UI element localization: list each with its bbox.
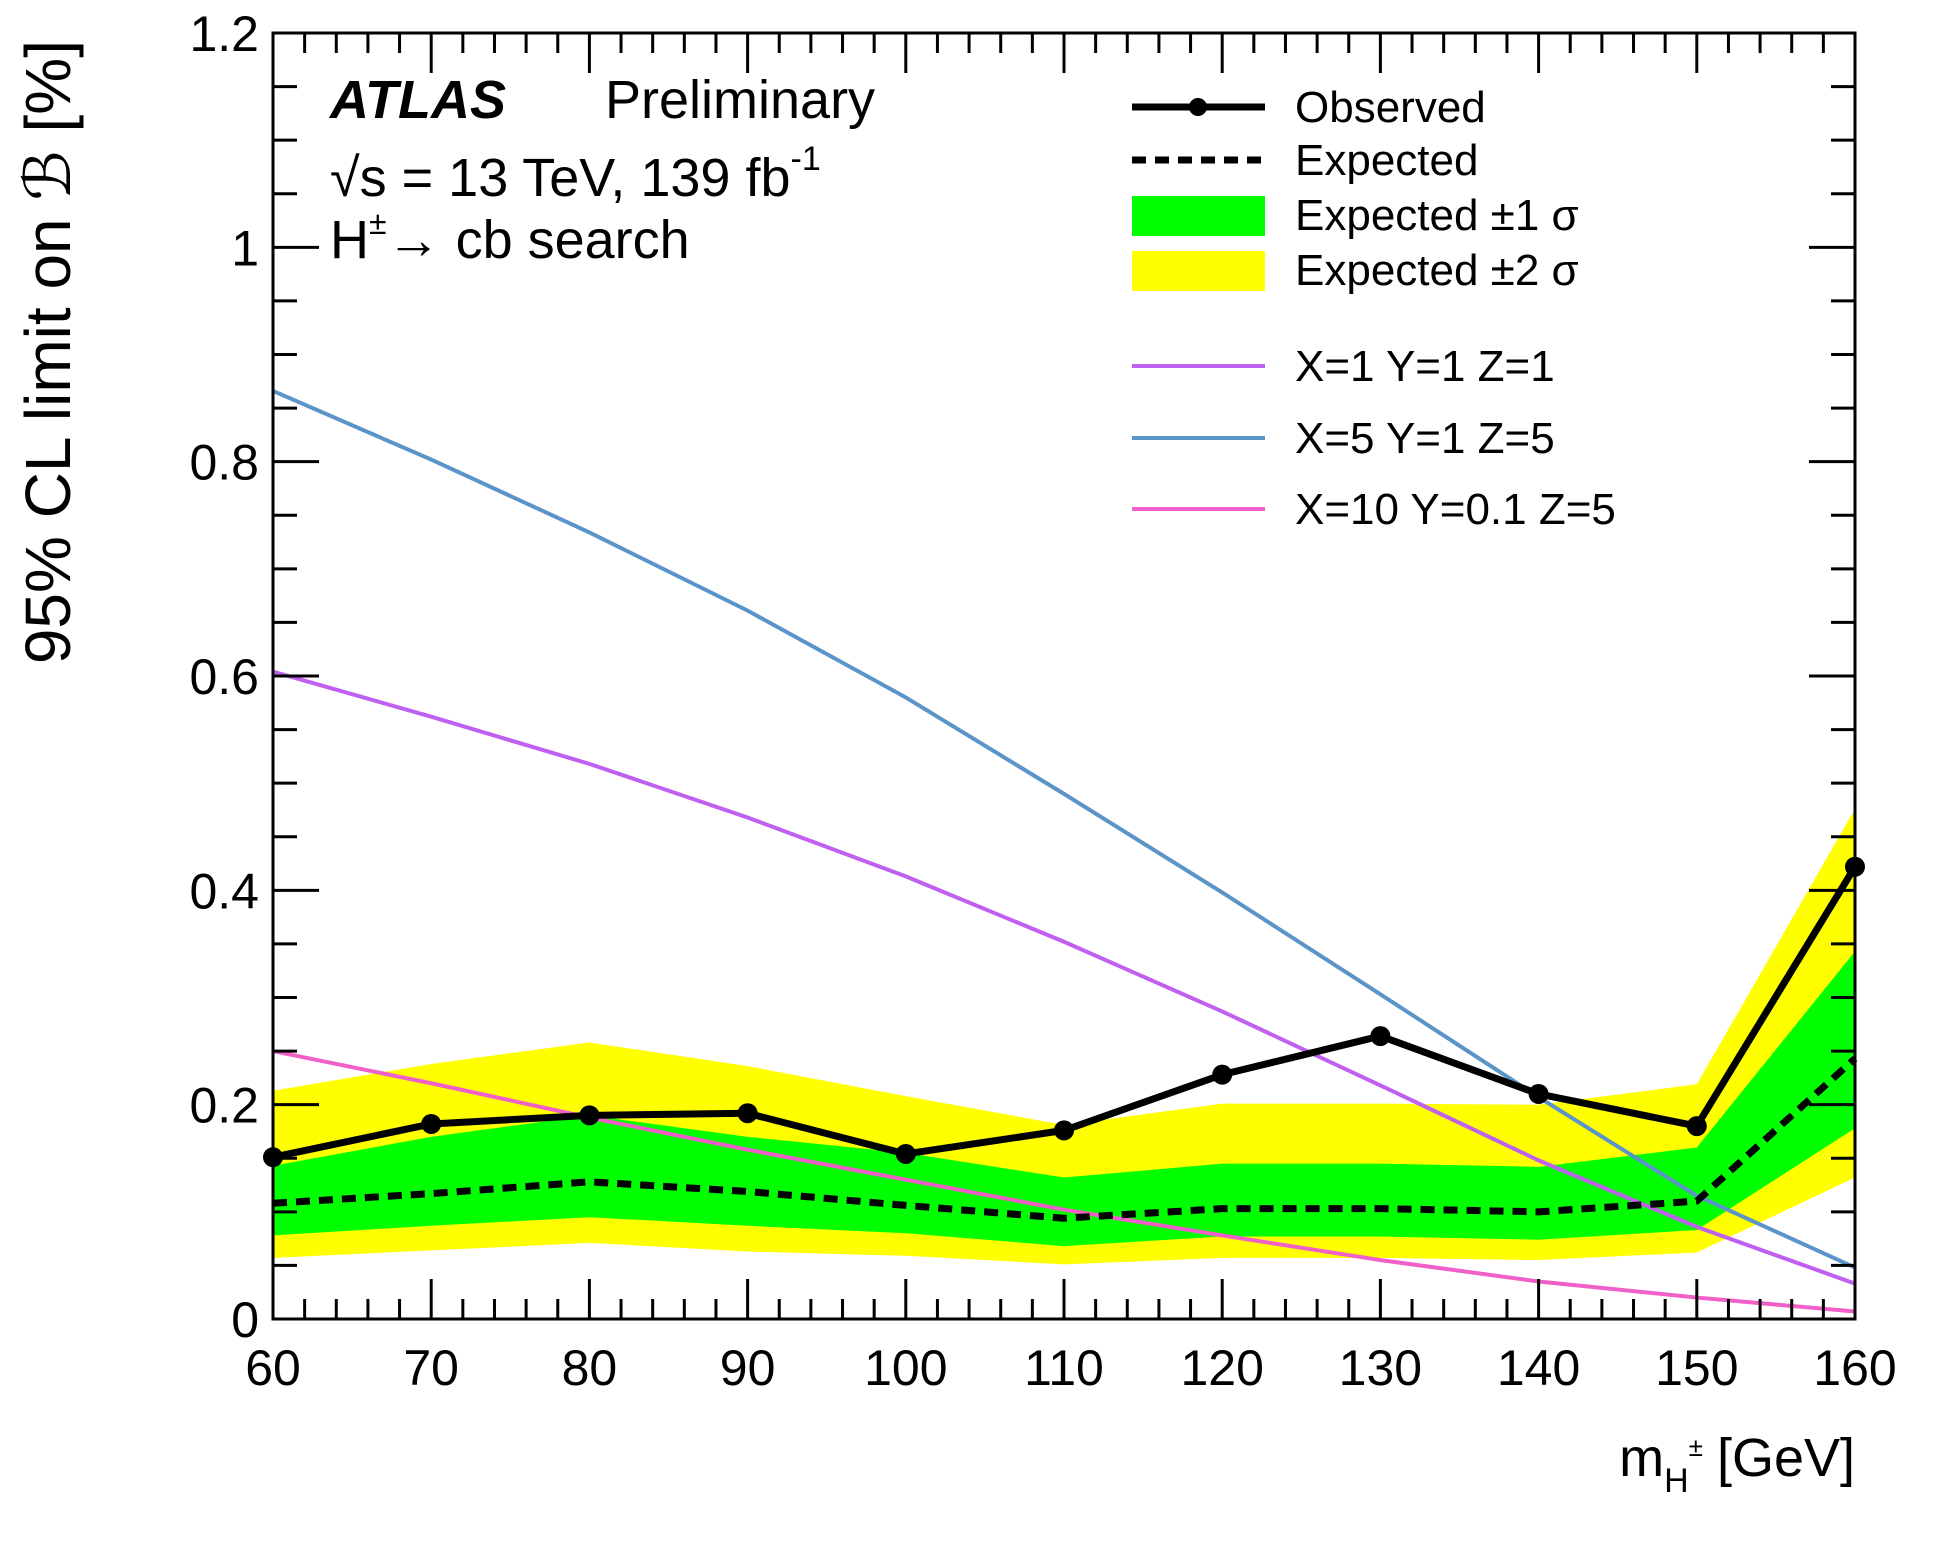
observed-point	[1686, 1116, 1707, 1137]
lumi-exponent: -1	[791, 140, 821, 178]
model-curve-3	[272, 1049, 1856, 1314]
y-tick-label: 1.2	[189, 6, 259, 62]
x-tick-label: 150	[1655, 1340, 1738, 1396]
channel-label: H±→ cb search	[330, 205, 690, 270]
model-curve-1	[272, 669, 1856, 1286]
observed-point	[1212, 1064, 1233, 1085]
y-tick-label: 0.6	[189, 649, 259, 705]
legend-2sigma-label: Expected ±2 σ	[1295, 246, 1579, 295]
legend-observed-marker	[1189, 98, 1207, 116]
x-axis-label-sup: ±	[1689, 1432, 1703, 1462]
legend-observed-label: Observed	[1295, 83, 1486, 132]
channel-charge: ±	[369, 205, 387, 241]
legend-model3-label: X=10 Y=0.1 Z=5	[1295, 485, 1616, 534]
x-tick-label: 110	[1024, 1340, 1104, 1396]
legend-1sigma-label: Expected ±1 σ	[1295, 191, 1579, 240]
observed-point	[579, 1105, 600, 1126]
x-tick-label: 130	[1339, 1340, 1422, 1396]
channel-suffix: → cb search	[387, 210, 690, 270]
y-tick-label: 1	[231, 220, 259, 276]
x-tick-labels: 60 70 80 90 100 110 120 130 140 150 160	[245, 1340, 1897, 1396]
x-tick-label: 80	[562, 1340, 618, 1396]
preliminary-label: Preliminary	[605, 70, 875, 130]
x-axis-label-main: m	[1619, 1428, 1664, 1488]
expected-limit	[272, 1055, 1858, 1222]
legend-model1-label: X=1 Y=1 Z=1	[1295, 342, 1555, 391]
x-tick-label: 100	[864, 1340, 947, 1396]
x-tick-label: 90	[720, 1340, 776, 1396]
atlas-label: ATLAS	[328, 70, 506, 130]
y-axis-label: 95% CL limit on ℬ [%]	[12, 40, 84, 664]
model-curve-2	[272, 389, 1856, 1270]
legend-expected-label: Expected	[1295, 136, 1478, 185]
y-tick-label: 0.2	[189, 1078, 259, 1134]
channel-prefix: H	[330, 210, 369, 270]
legend-model2-label: X=5 Y=1 Z=5	[1295, 414, 1555, 463]
observed-point	[737, 1103, 758, 1124]
y-tick-labels: 0 0.2 0.4 0.6 0.8 1 1.2	[189, 6, 259, 1348]
model-curves	[272, 389, 1856, 1314]
observed-point	[421, 1113, 442, 1134]
x-tick-label: 120	[1180, 1340, 1263, 1396]
observed-limit	[263, 856, 1865, 1168]
y-tick-label: 0.4	[189, 863, 259, 919]
energy-lumi-label: √s = 13 TeV, 139 fb-1	[330, 140, 821, 208]
legend: Observed Expected Expected ±1 σ Expected…	[1132, 83, 1616, 534]
legend-2sigma-swatch	[1132, 251, 1265, 291]
y-tick-label: 0	[231, 1292, 259, 1348]
x-axis-label-sub: H	[1664, 1462, 1689, 1500]
expected-line	[272, 1055, 1858, 1222]
band-1sigma	[273, 951, 1855, 1247]
observed-point	[1528, 1083, 1549, 1104]
x-tick-label: 60	[245, 1340, 301, 1396]
x-axis-label-unit: [GeV]	[1717, 1428, 1855, 1488]
y-tick-label: 0.8	[189, 435, 259, 491]
x-tick-label: 70	[403, 1340, 459, 1396]
axis-ticks	[271, 31, 1857, 1321]
observed-point	[1054, 1120, 1074, 1141]
x-axis-label: mH± [GeV]	[1619, 1428, 1855, 1500]
legend-1sigma-swatch	[1132, 196, 1265, 236]
uncertainty-bands	[273, 808, 1855, 1265]
observed-point	[895, 1143, 916, 1164]
observed-point	[1370, 1026, 1391, 1047]
x-tick-label: 160	[1813, 1340, 1896, 1396]
energy-lumi-text: √s = 13 TeV, 139 fb	[330, 148, 791, 208]
x-tick-label: 140	[1497, 1340, 1580, 1396]
